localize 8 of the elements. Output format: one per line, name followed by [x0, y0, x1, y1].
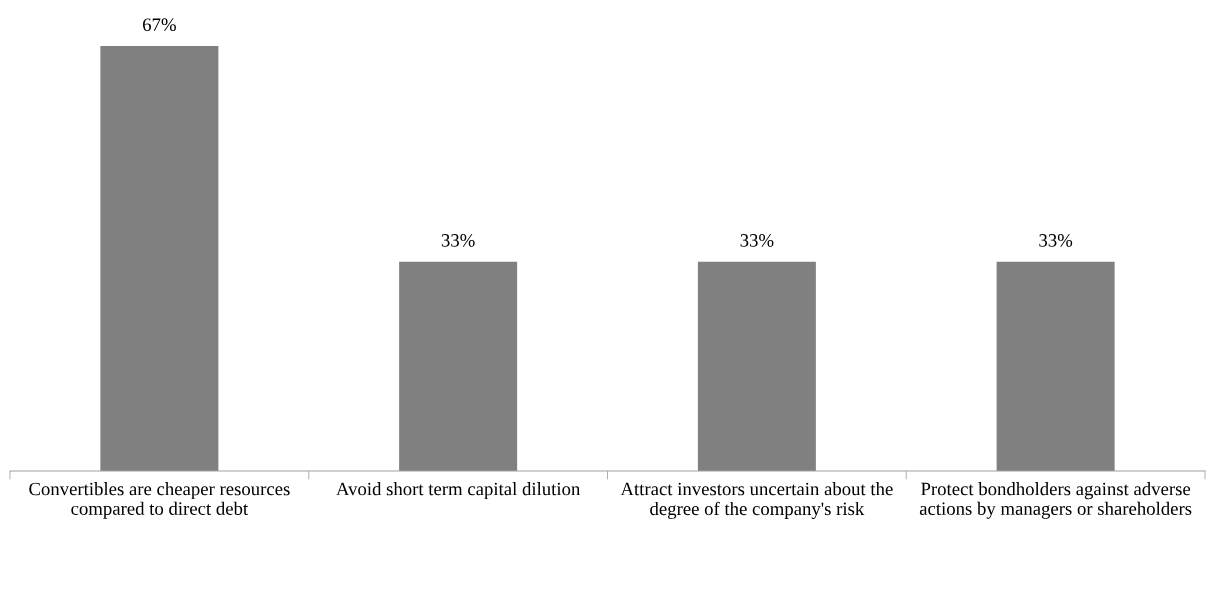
data-label: 33% [1039, 234, 1073, 247]
x-tick-label: Convertibles are cheaper resources compared to direct debt [29, 482, 290, 519]
x-tick-label: Attract investors uncertain about the degree of the company's risk [620, 482, 893, 519]
x-tick-label: Avoid short term capital dilution [336, 482, 581, 500]
data-label: 67% [143, 18, 176, 32]
data-label: 33% [740, 234, 774, 247]
data-label: 33% [441, 234, 475, 247]
x-tick-label: Protect bondholders against adverse actions by managers or shareholders [919, 482, 1192, 519]
